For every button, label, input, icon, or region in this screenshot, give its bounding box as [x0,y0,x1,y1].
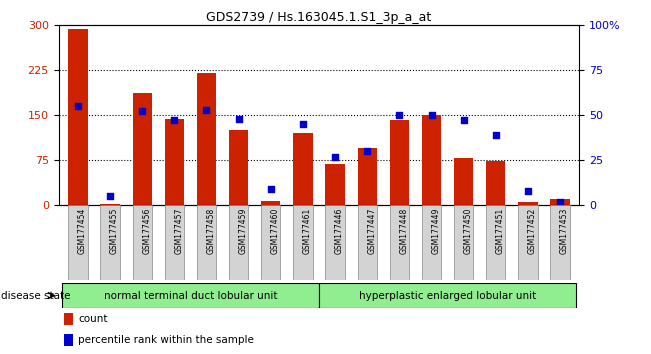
Text: GSM177458: GSM177458 [206,207,215,254]
Bar [518,202,538,205]
Bar [261,200,281,205]
Text: count: count [78,314,108,324]
Bar [486,161,505,205]
Text: disease state: disease state [1,291,71,301]
Text: percentile rank within the sample: percentile rank within the sample [78,335,255,345]
Point [523,188,533,194]
Text: GSM177453: GSM177453 [560,207,569,254]
Point [201,107,212,113]
Point [266,186,276,192]
Text: GSM177460: GSM177460 [271,207,280,254]
Text: GSM177447: GSM177447 [367,207,376,254]
Bar [293,133,312,205]
Text: GSM177459: GSM177459 [239,207,247,254]
Text: GSM177446: GSM177446 [335,207,344,254]
Text: GSM177457: GSM177457 [174,207,184,254]
Bar [454,158,473,205]
Bar [68,205,87,280]
Bar [62,283,319,308]
Bar [293,205,312,280]
Bar [197,73,216,205]
Title: GDS2739 / Hs.163045.1.S1_3p_a_at: GDS2739 / Hs.163045.1.S1_3p_a_at [206,11,432,24]
Point [234,116,244,121]
Text: GSM177456: GSM177456 [142,207,151,254]
Bar [165,205,184,280]
Bar [165,119,184,205]
Bar [133,93,152,205]
Point [555,199,565,205]
Text: GSM177461: GSM177461 [303,207,312,254]
Text: GSM177454: GSM177454 [78,207,87,254]
Point [330,154,340,159]
Bar [100,205,120,280]
Point [426,112,437,118]
Point [298,121,308,127]
Bar [518,205,538,280]
Bar [422,205,441,280]
Bar [64,334,73,346]
Bar [229,205,248,280]
Bar [551,199,570,205]
Point [169,118,180,123]
Point [458,118,469,123]
Bar [357,148,377,205]
Point [73,103,83,109]
Text: GSM177449: GSM177449 [432,207,441,254]
Bar [261,205,281,280]
Bar [319,283,576,308]
Bar [454,205,473,280]
Point [137,109,147,114]
Bar [326,205,345,280]
Text: GSM177455: GSM177455 [110,207,119,254]
Bar [422,115,441,205]
Point [491,132,501,138]
Bar [390,205,409,280]
Text: GSM177448: GSM177448 [399,207,408,254]
Bar [486,205,505,280]
Bar [390,120,409,205]
Bar [197,205,216,280]
Text: GSM177452: GSM177452 [528,207,537,254]
Point [394,112,404,118]
Bar [68,29,87,205]
Text: hyperplastic enlarged lobular unit: hyperplastic enlarged lobular unit [359,291,536,301]
Bar [100,204,120,205]
Bar [357,205,377,280]
Bar [229,130,248,205]
Text: GSM177450: GSM177450 [464,207,473,254]
Bar [326,164,345,205]
Text: GSM177451: GSM177451 [496,207,505,254]
Bar [133,205,152,280]
Bar [64,313,73,325]
Point [105,193,115,199]
Bar [551,205,570,280]
Text: normal terminal duct lobular unit: normal terminal duct lobular unit [104,291,277,301]
Point [362,148,372,154]
